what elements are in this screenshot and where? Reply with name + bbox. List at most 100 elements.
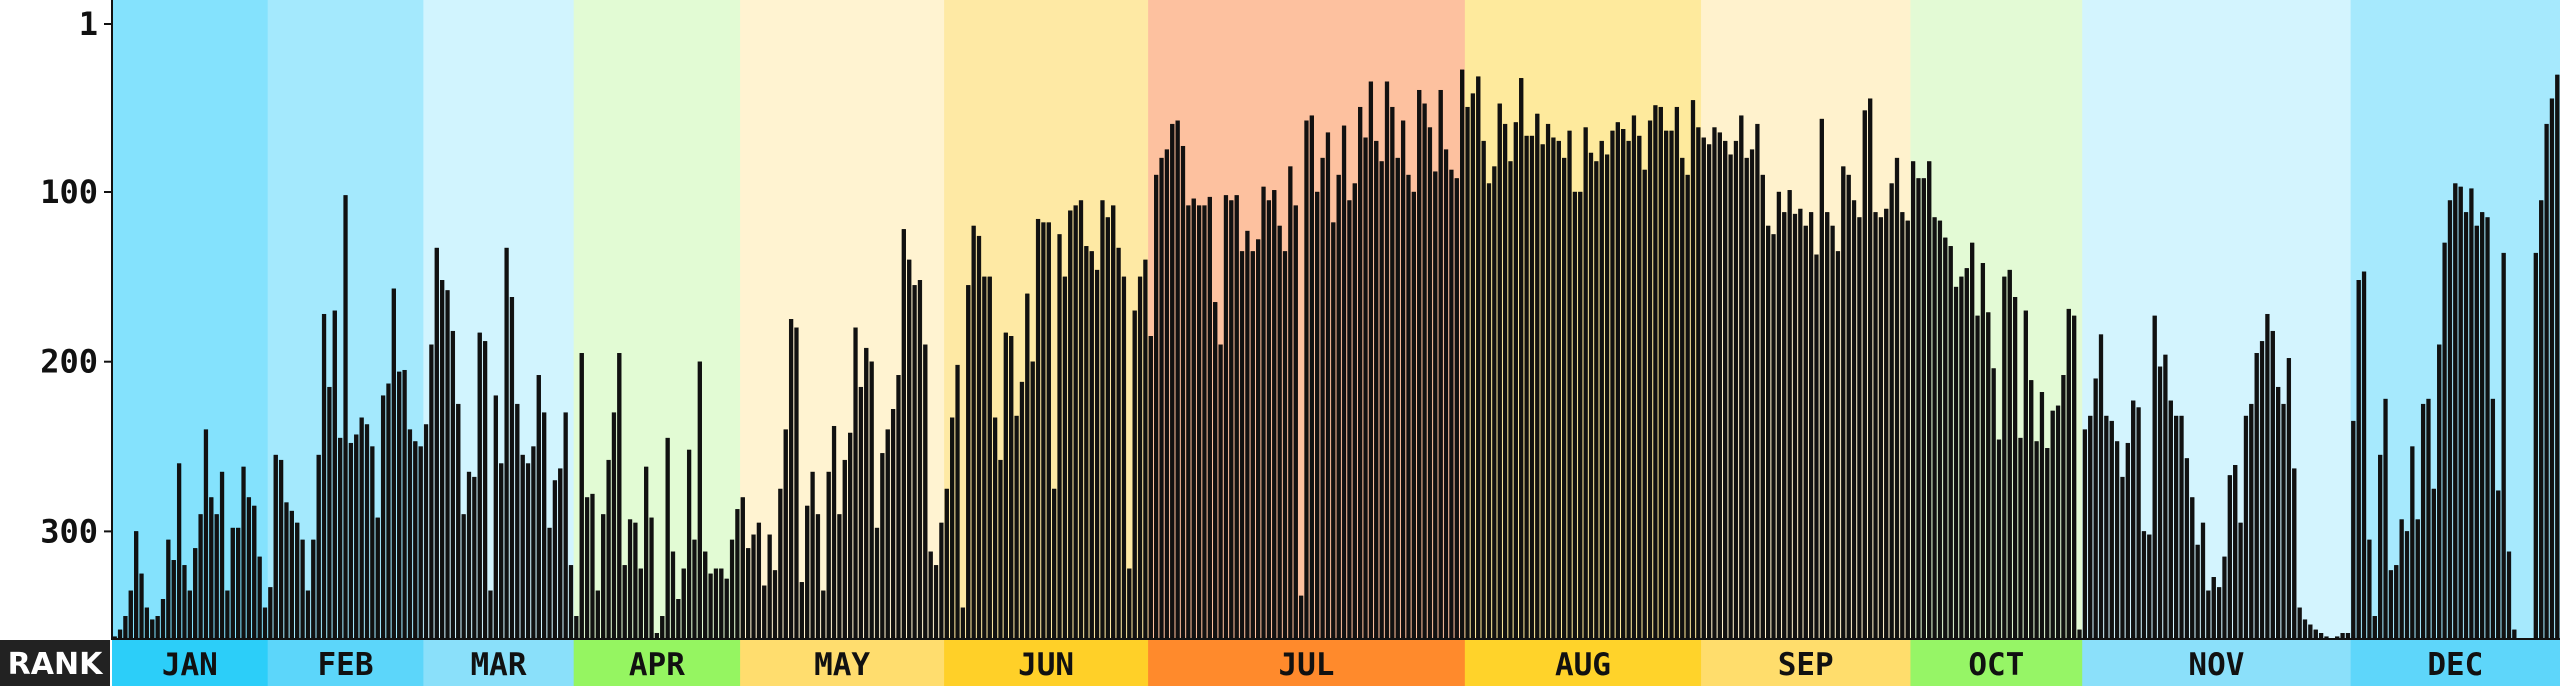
bar-dec-37: [2544, 123, 2549, 639]
bar-mar-22: [536, 375, 541, 639]
bar-apr-8: [611, 412, 617, 639]
bar-dec-26: [2485, 217, 2490, 639]
bar-oct-2: [1916, 178, 1921, 639]
bar-jan-21: [219, 471, 225, 639]
bar-jun-11: [998, 459, 1003, 639]
bar-apr-10: [622, 565, 627, 639]
bar-may-18: [831, 425, 837, 639]
bar-aug-36: [1653, 105, 1658, 639]
bar-aug-14: [1535, 113, 1540, 639]
bar-apr-23: [692, 539, 697, 639]
bar-apr-1: [574, 616, 579, 639]
month-label-aug: AUG: [1555, 647, 1611, 683]
bar-oct-17: [1996, 439, 2002, 639]
bar-dec-25: [2480, 212, 2485, 639]
bar-nov-20: [2184, 458, 2190, 639]
bar-jul-10: [1196, 205, 1202, 639]
bar-may-21: [848, 432, 853, 639]
bar-aug-43: [1690, 100, 1696, 639]
bar-jul-33: [1320, 157, 1325, 639]
bar-sep-25: [1830, 225, 1835, 639]
bar-may-32: [907, 259, 912, 639]
month-label-jun: JUN: [1018, 647, 1074, 683]
bar-aug-42: [1685, 174, 1690, 639]
bar-jan-9: [155, 616, 160, 639]
bar-jul-26: [1282, 251, 1288, 639]
bar-sep-14: [1771, 234, 1776, 639]
bar-sep-27: [1841, 166, 1846, 639]
bar-may-26: [874, 527, 880, 639]
bar-dec-2: [2356, 280, 2361, 639]
bar-jul-4: [1164, 149, 1170, 639]
bar-aug-2: [1470, 93, 1476, 639]
month-band-dec: [2350, 640, 2560, 686]
bar-jan-7: [144, 607, 150, 639]
bar-aug-32: [1631, 115, 1637, 639]
bar-feb-16: [348, 442, 354, 639]
bar-nov-25: [2211, 577, 2216, 639]
bar-sep-38: [1900, 212, 1905, 639]
bar-apr-17: [660, 616, 665, 639]
bar-jul-55: [1438, 89, 1443, 639]
bar-feb-22: [380, 395, 386, 639]
bar-mar-11: [477, 332, 482, 639]
bar-jan-2: [117, 629, 123, 639]
bar-dec-15: [2426, 398, 2431, 639]
bar-jun-7: [976, 235, 982, 639]
bar-feb-3: [278, 459, 284, 639]
bar-sep-31: [1862, 110, 1867, 639]
bar-apr-18: [665, 437, 670, 639]
bar-jan-5: [134, 531, 139, 639]
bar-oct-25: [2039, 392, 2045, 639]
bar-dec-6: [2378, 454, 2383, 639]
bar-jan-4: [128, 590, 133, 639]
bar-jul-21: [1256, 239, 1261, 639]
bar-aug-20: [1567, 130, 1572, 639]
bar-nov-1: [2082, 429, 2088, 639]
bar-nov-13: [2147, 534, 2152, 639]
bar-jul-24: [1272, 190, 1277, 639]
bar-aug-13: [1529, 135, 1535, 639]
bar-jan-8: [150, 619, 155, 639]
bar-nov-3: [2093, 378, 2098, 639]
bar-jan-11: [166, 539, 171, 639]
bar-sep-10: [1749, 149, 1755, 639]
bar-nov-27: [2222, 556, 2227, 639]
bar-nov-9: [2125, 442, 2130, 639]
bar-aug-34: [1642, 169, 1647, 639]
bar-oct-5: [1932, 217, 1937, 639]
bar-feb-8: [305, 590, 311, 639]
bar-sep-24: [1825, 212, 1830, 639]
month-label-dec: DEC: [2427, 647, 2483, 683]
month-band-oct: [1910, 640, 2083, 686]
bar-dec-16: [2431, 488, 2436, 639]
bar-nov-49: [2340, 633, 2345, 639]
bar-mar-5: [445, 290, 450, 639]
bar-may-19: [837, 514, 842, 639]
bar-dec-28: [2496, 490, 2501, 639]
bar-jul-5: [1170, 123, 1175, 639]
bar-feb-17: [354, 434, 359, 639]
bar-feb-19: [364, 424, 370, 639]
bar-aug-7: [1497, 103, 1502, 639]
bar-jul-30: [1304, 120, 1309, 639]
bar-jun-1: [944, 488, 949, 639]
bar-jan-22: [225, 590, 230, 639]
month-label-mar: MAR: [471, 647, 527, 683]
bar-jun-25: [1073, 205, 1078, 639]
bar-dec-19: [2447, 200, 2453, 639]
bar-aug-21: [1572, 191, 1578, 639]
rank-corner: RANK: [0, 640, 110, 686]
bar-nov-32: [2249, 403, 2254, 639]
bar-aug-26: [1599, 140, 1604, 639]
bar-jan-13: [176, 463, 182, 639]
bar-jul-16: [1229, 200, 1234, 639]
bar-aug-38: [1664, 130, 1669, 639]
bar-nov-14: [2152, 315, 2157, 639]
bar-apr-6: [601, 514, 606, 639]
bar-jul-19: [1245, 230, 1250, 639]
bar-may-9: [783, 429, 788, 639]
bar-mar-27: [563, 412, 568, 639]
bar-dec-3: [2361, 271, 2367, 639]
bar-may-5: [762, 585, 767, 639]
